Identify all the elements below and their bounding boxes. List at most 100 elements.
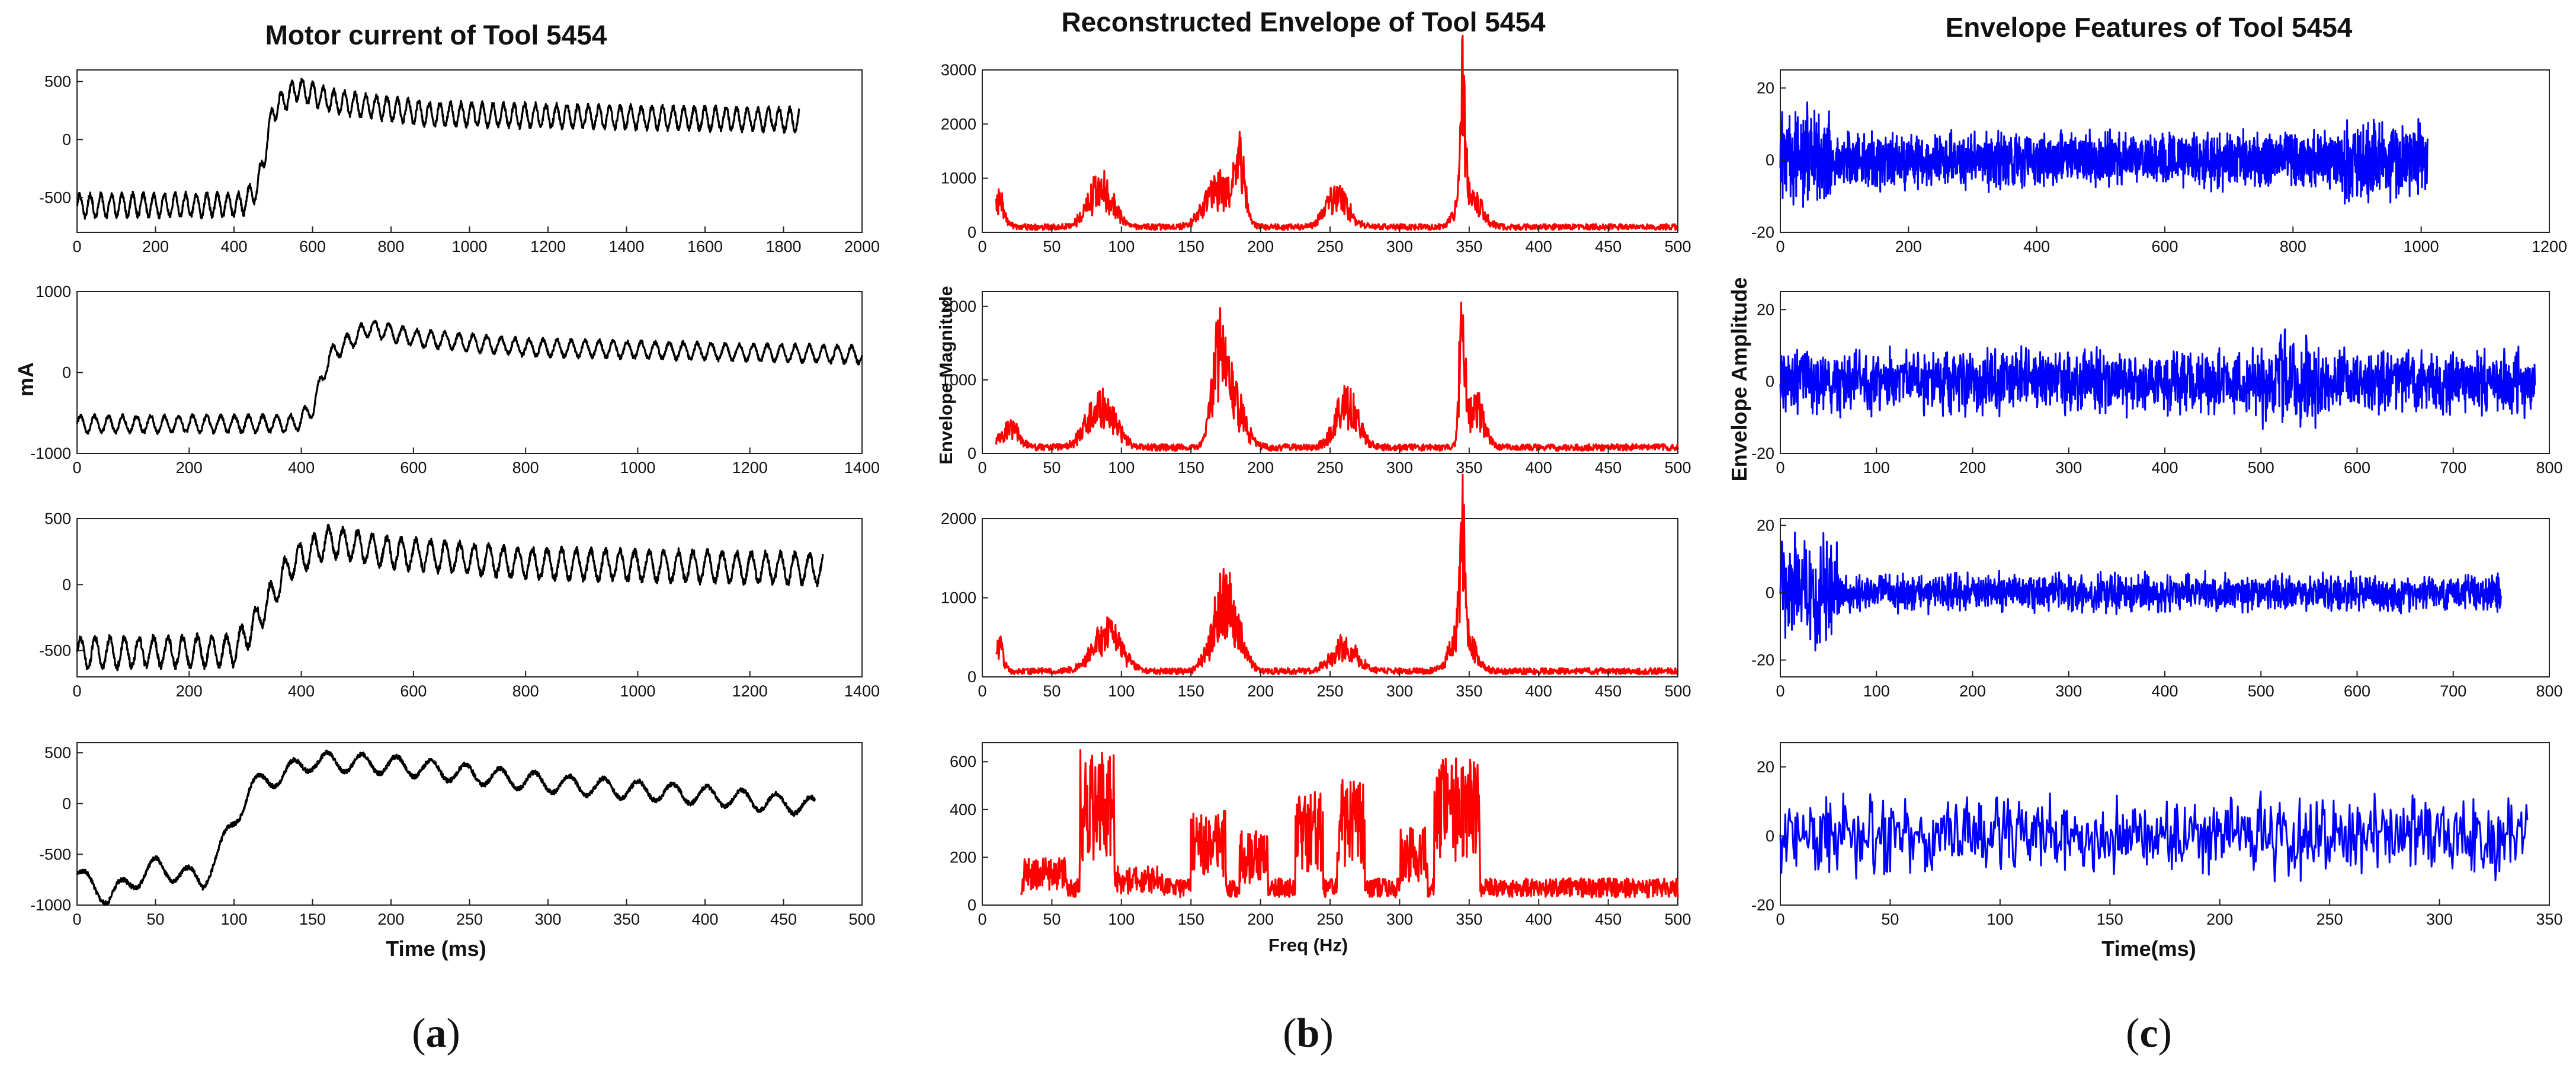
x-tick-label: 350 [1456,910,1482,928]
subplot-b-2: 0 50 100 150 200 250 300 350 400 450 500 2000 1000 0 [941,291,1691,477]
series-line-c-3 [1779,531,2503,651]
chart-a-ylabel: mA [14,362,38,397]
y-tick-label: 20 [1757,79,1774,97]
subplot-b-4: 0 50 100 150 200 250 300 350 400 450 500 600 400 200 0 [950,742,1691,928]
x-tick-label: 0 [1776,682,1784,700]
x-tick-label: 250 [456,910,483,928]
chart-a-xlabel: Time (ms) [386,936,486,961]
x-tick-label: 500 [848,910,875,928]
y-tick-label: 500 [44,73,71,91]
series-line-b-1 [995,34,1679,231]
subplot-a-4: 0 50 100 150 200 250 300 350 400 450 500 500 0 -500 -1… [30,742,876,928]
y-tick-label: 0 [967,668,976,686]
x-tick-label: 300 [1386,238,1413,255]
x-tick-label: 450 [1595,682,1622,700]
y-tick-label: 1000 [941,589,976,607]
x-tick-label: 400 [220,238,247,255]
series-line-b-2 [995,301,1679,452]
y-tick-label: 1000 [941,371,976,389]
x-tick-label: 350 [2536,910,2562,928]
x-tick-label: 150 [1178,682,1204,700]
x-tick-label: 200 [1247,459,1274,477]
x-tick-label: 250 [1316,459,1343,477]
x-tick-label: 100 [1863,459,1890,477]
x-tick-label: 150 [1178,910,1204,928]
panel-label-b: (b) [1283,1011,1334,1056]
plot-frame [982,69,1678,233]
y-tick-label: 0 [62,576,71,593]
x-tick-label: 0 [1776,910,1784,928]
x-tick-label: 50 [1043,910,1060,928]
y-tick-label: 0 [967,223,976,241]
y-tick-label: 0 [967,445,976,462]
x-tick-label: 0 [72,238,81,255]
x-tick-label: 0 [72,459,81,477]
x-tick-label: 50 [1043,459,1060,477]
x-tick-label: 300 [534,910,561,928]
x-tick-label: 200 [176,682,203,700]
x-tick-label: 450 [1595,910,1622,928]
x-tick-label: 250 [1316,238,1343,255]
x-tick-label: 100 [220,910,247,928]
x-tick-label: 400 [1526,459,1552,477]
x-tick-label: 500 [1664,682,1691,700]
chart-a-subplots: 0 200 400 600 800 1000 1200 1400 1600 1800 2000500… [30,69,880,928]
y-tick-label: 200 [950,848,976,866]
x-tick-label: 800 [2536,682,2562,700]
x-tick-label: 700 [2440,682,2466,700]
x-tick-label: 200 [142,238,169,255]
x-tick-label: 800 [512,459,539,477]
x-tick-label: 600 [400,682,427,700]
y-tick-label: 0 [1766,373,1774,391]
x-tick-label: 0 [1776,238,1784,255]
chart-c-title: Envelope Features of Tool 5454 [1946,12,2353,43]
x-tick-label: 0 [978,910,986,928]
x-tick-label: 1200 [732,682,768,700]
x-tick-label: 100 [1108,682,1135,700]
x-tick-label: 350 [1456,459,1482,477]
x-tick-label: 300 [1386,910,1413,928]
y-tick-label: 20 [1757,758,1774,776]
x-tick-label: 0 [1776,459,1784,477]
y-tick-label: 2000 [941,115,976,133]
subplot-a-1: 0 200 400 600 800 1000 1200 1400 1600 1800 2000 500… [39,69,880,255]
x-tick-label: 400 [2151,682,2178,700]
y-tick-label: -500 [39,845,71,863]
chart-a-title: Motor current of Tool 5454 [265,20,607,50]
x-tick-label: 2000 [844,238,880,255]
x-tick-label: 500 [1664,238,1691,255]
series-line-b-4 [1020,749,1679,899]
series-line-a-2 [76,319,863,435]
x-tick-label: 0 [72,910,81,928]
x-tick-label: 0 [978,459,986,477]
x-tick-label: 1400 [608,238,644,255]
x-tick-label: 500 [1664,910,1691,928]
x-tick-label: 100 [1108,910,1135,928]
chart-c-xlabel: Time(ms) [2101,936,2196,961]
x-tick-label: 100 [1987,910,2013,928]
subplot-b-1: 0 50 100 150 200 250 300 350 400 450 500 3000 2000 10… [941,34,1691,255]
y-tick-label: -500 [39,642,71,660]
y-tick-label: 1000 [941,170,976,187]
chart-b-subplots: 0 50 100 150 200 250 300 350 400 450 5003000200010… [941,34,1691,928]
y-tick-label: -1000 [30,896,71,914]
x-tick-label: 400 [691,910,718,928]
y-tick-label: 20 [1757,301,1774,318]
x-tick-label: 1400 [844,682,880,700]
x-tick-label: 300 [1386,459,1413,477]
subplot-a-3: 0 200 400 600 800 1000 1200 1400 500 0 -500 [39,510,880,700]
x-tick-label: 100 [1108,459,1135,477]
chart-b-xlabel: Freq (Hz) [1268,935,1348,955]
x-tick-label: 150 [299,910,326,928]
series-line-a-4 [76,749,816,906]
x-tick-label: 50 [1043,238,1060,255]
x-tick-label: 500 [2248,682,2274,700]
chart-c-ylabel: Envelope Amplitude [1727,277,1751,482]
x-tick-label: 200 [1959,682,1986,700]
x-tick-label: 250 [1316,682,1343,700]
series-line-c-4 [1779,790,2529,883]
